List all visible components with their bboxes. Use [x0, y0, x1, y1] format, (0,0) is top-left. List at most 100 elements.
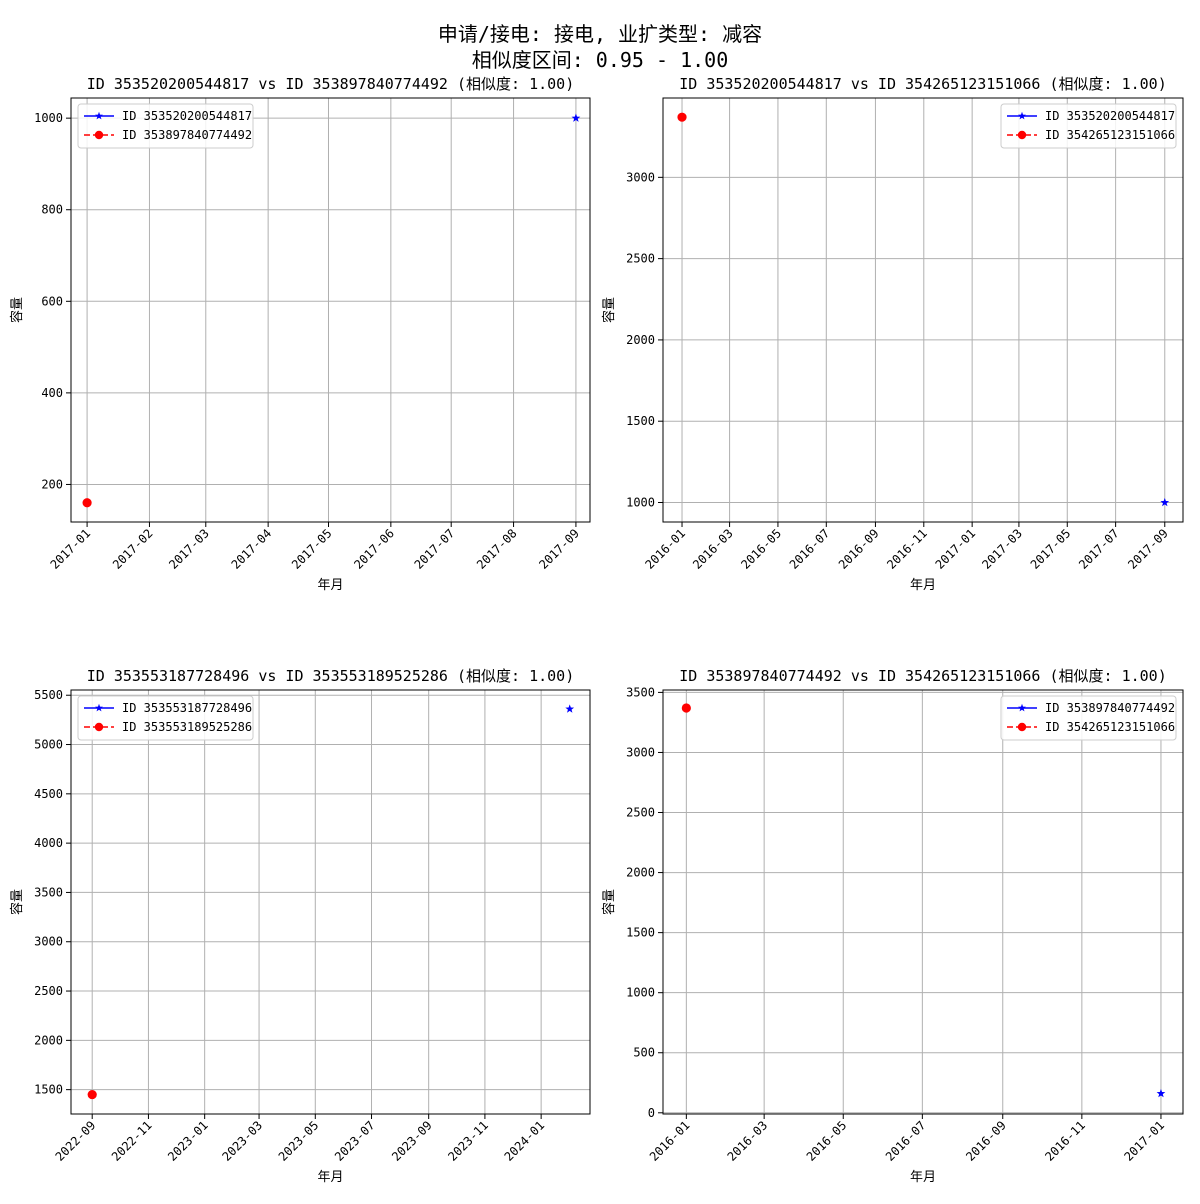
- chart-title: ID 353897840774492 vs ID 354265123151066…: [679, 667, 1167, 685]
- y-tick-label: 2000: [626, 866, 655, 880]
- x-tick-label: 2016-09: [963, 1118, 1009, 1164]
- x-tick-label: 2023-11: [445, 1118, 491, 1164]
- x-tick-label: 2016-11: [1042, 1118, 1088, 1164]
- plot-frame: [70, 689, 591, 1115]
- x-axis-label: 年月: [317, 1170, 343, 1185]
- legend-marker-star: [1018, 111, 1026, 120]
- x-tick-label: 2016-01: [647, 1118, 693, 1164]
- legend-box: [1000, 695, 1177, 741]
- y-tick-label: 1500: [626, 926, 655, 940]
- data-point-star: [1160, 497, 1170, 507]
- y-tick-label: 3000: [34, 935, 63, 949]
- x-tick-label: 2023-01: [165, 1118, 211, 1164]
- x-tick-label: 2017-03: [166, 526, 212, 572]
- x-tick-label: 2017-01: [1121, 1118, 1167, 1164]
- legend-label: ID 354265123151066: [1045, 720, 1175, 734]
- data-point-circle: [82, 498, 92, 508]
- x-tick-label: 2017-06: [351, 526, 397, 572]
- chart-panel-2: ID 353520200544817 vs ID 354265123151066…: [601, 75, 1184, 593]
- legend: ID 353520200544817 ID 354265123151066: [1000, 103, 1177, 149]
- plot-frame: [662, 689, 1184, 1115]
- legend-label: ID 353897840774492: [1045, 701, 1175, 715]
- y-tick-label: 800: [41, 203, 63, 217]
- data-point-circle: [87, 1089, 97, 1100]
- y-tick-label: 2000: [34, 1033, 63, 1047]
- legend-label: ID 353520200544817: [122, 109, 252, 123]
- plot-frame: [662, 97, 1184, 523]
- legend: ID 353897840774492 ID 354265123151066: [1000, 695, 1177, 741]
- legend-box: [1000, 103, 1177, 149]
- chart-panel-3: ID 353553187728496 vs ID 353553189525286…: [9, 667, 591, 1185]
- data-point-circle: [677, 112, 687, 122]
- legend-marker-circle: [94, 130, 104, 140]
- x-tick-label: 2017-08: [474, 526, 520, 572]
- legend-marker-circle: [1017, 130, 1027, 140]
- x-tick-label: 2017-01: [933, 526, 979, 572]
- y-tick-label: 600: [41, 294, 63, 308]
- x-tick-label: 2017-02: [110, 526, 156, 572]
- x-tick-label: 2022-09: [53, 1118, 99, 1164]
- y-tick-label: 1500: [34, 1083, 63, 1097]
- y-tick-label: 4000: [34, 836, 63, 850]
- legend-marker-circle: [94, 722, 104, 732]
- x-tick-label: 2016-01: [642, 526, 688, 572]
- legend-label: ID 353553187728496: [122, 701, 252, 715]
- x-tick-label: 2016-11: [884, 526, 930, 572]
- x-tick-label: 2017-09: [536, 526, 582, 572]
- y-tick-label: 3000: [626, 745, 655, 759]
- x-tick-label: 2017-04: [229, 526, 275, 572]
- legend-label: ID 353520200544817: [1045, 109, 1175, 123]
- legend-label: ID 354265123151066: [1045, 128, 1175, 142]
- x-tick-label: 2022-11: [109, 1118, 155, 1164]
- x-tick-label: 2023-09: [389, 1118, 435, 1164]
- x-axis-label: 年月: [910, 1170, 936, 1185]
- y-tick-label: 2500: [626, 806, 655, 820]
- y-tick-label: 2000: [626, 333, 655, 347]
- x-tick-label: 2017-03: [979, 526, 1025, 572]
- x-tick-label: 2023-07: [332, 1118, 378, 1164]
- figure-subtitle: 相似度区间: 0.95 - 1.00: [471, 48, 729, 72]
- x-tick-label: 2016-03: [690, 526, 736, 572]
- x-tick-label: 2017-07: [412, 526, 458, 572]
- legend-label: ID 353897840774492: [122, 128, 252, 142]
- x-tick-label: 2023-03: [220, 1118, 266, 1164]
- y-tick-label: 0: [648, 1106, 655, 1120]
- y-tick-label: 1000: [34, 111, 63, 125]
- x-tick-label: 2017-05: [289, 526, 335, 572]
- legend-marker-star: [1018, 703, 1026, 712]
- y-tick-label: 5500: [34, 688, 63, 702]
- y-axis-label: 容量: [9, 889, 25, 915]
- legend: ID 353553187728496 ID 353553189525286: [77, 695, 254, 741]
- y-tick-label: 400: [41, 386, 63, 400]
- chart-title: ID 353520200544817 vs ID 353897840774492…: [87, 75, 575, 93]
- legend-marker-star: [95, 703, 103, 712]
- legend-marker-circle: [1017, 722, 1027, 732]
- chart-title: ID 353520200544817 vs ID 354265123151066…: [679, 75, 1167, 93]
- y-axis-label: 容量: [9, 297, 25, 323]
- chart-panel-1: ID 353520200544817 vs ID 353897840774492…: [9, 75, 591, 593]
- figure-title: 申请/接电: 接电, 业扩类型: 减容: [437, 22, 763, 46]
- legend-box: [77, 695, 254, 741]
- y-tick-label: 5000: [34, 738, 63, 752]
- chart-title: ID 353553187728496 vs ID 353553189525286…: [87, 667, 575, 685]
- y-tick-label: 200: [41, 477, 63, 491]
- x-tick-label: 2017-07: [1076, 526, 1122, 572]
- y-tick-label: 4500: [34, 787, 63, 801]
- legend-box: [77, 103, 254, 149]
- x-tick-label: 2016-09: [836, 526, 882, 572]
- x-tick-label: 2016-07: [787, 526, 833, 572]
- y-axis-label: 容量: [601, 889, 617, 915]
- data-point-circle: [681, 703, 691, 713]
- y-tick-label: 3000: [626, 170, 655, 184]
- legend-label: ID 353553189525286: [122, 720, 252, 734]
- plot-frame: [70, 97, 591, 523]
- x-tick-label: 2016-05: [738, 526, 784, 572]
- x-tick-label: 2016-03: [725, 1118, 771, 1164]
- x-tick-label: 2016-05: [804, 1118, 850, 1164]
- y-tick-label: 1000: [626, 495, 655, 509]
- data-point-star: [1156, 1088, 1166, 1098]
- y-tick-label: 2500: [626, 252, 655, 266]
- x-tick-label: 2024-01: [502, 1118, 548, 1164]
